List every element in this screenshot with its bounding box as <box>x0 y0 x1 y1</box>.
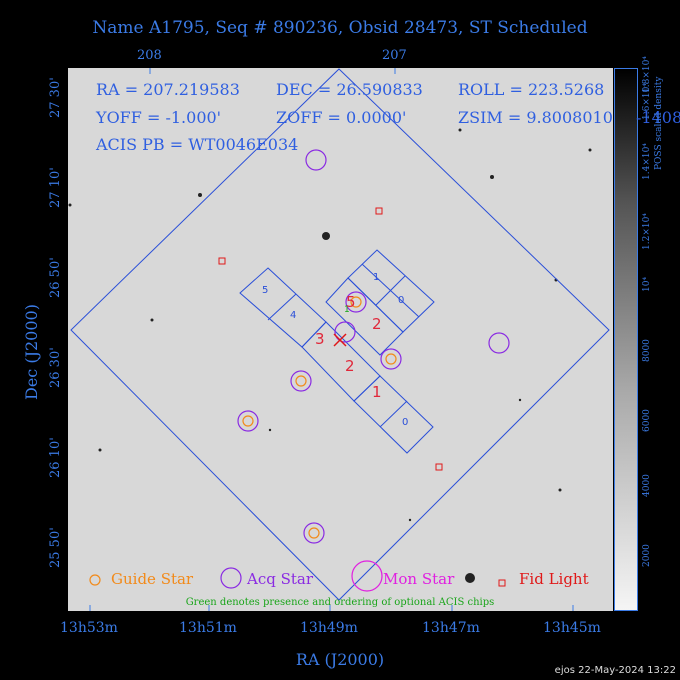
timestamp: ejos 22-May-2024 13:22 <box>554 665 676 676</box>
zsim-readout: ZSIM = 9.8008010 <box>458 108 613 127</box>
dec-tick-label: 27 30' <box>48 77 63 118</box>
ra-tick-label: 13h47m <box>422 620 480 636</box>
optional-chip-marker: 1 <box>344 305 350 315</box>
ra-readout: RA = 207.219583 <box>96 80 240 99</box>
acis-chips <box>239 249 435 454</box>
top-tick-label: 207 <box>382 48 407 63</box>
mon-star-legend-icon <box>351 560 383 592</box>
chip-label: 0 <box>402 417 408 428</box>
colorbar-tick: 2000 <box>642 544 652 567</box>
acis-readout: ACIS PB = WT0046E034 <box>96 135 299 154</box>
aimpoint-cross <box>333 333 347 347</box>
yoff-readout: YOFF = -1.000' <box>96 108 222 127</box>
legend-fid-light: Fid Light <box>519 570 589 588</box>
legend-mon-star: Mon Star <box>383 570 455 588</box>
acq-stars <box>237 149 510 544</box>
dec-readout: DEC = 26.590833 <box>276 80 423 99</box>
chip-label: 0 <box>398 295 404 306</box>
zsim-overflow: -1408 <box>636 108 680 127</box>
colorbar-tick: 8000 <box>642 339 652 362</box>
guide-star-legend-icon <box>89 574 101 586</box>
dec-tick-label: 26 50' <box>48 257 63 298</box>
legend-acq-star: Acq Star <box>247 570 314 588</box>
colorbar-tick: 1.8×10⁴ <box>642 56 652 93</box>
ra-tick-label: 13h49m <box>300 620 358 636</box>
dec-tick-label: 25 50' <box>48 527 63 568</box>
dec-tick-label: 27 10' <box>48 167 63 208</box>
colorbar-tick: 6000 <box>642 409 652 432</box>
colorbar <box>614 68 638 611</box>
fid-light-marker <box>435 463 443 471</box>
optional-chips-note: Green denotes presence and ordering of o… <box>185 597 495 608</box>
fid-light-legend-icon <box>498 579 506 587</box>
fid-light-marker <box>375 207 383 215</box>
colorbar-tick: 1.2×10⁴ <box>642 213 652 250</box>
chart-title: Name A1795, Seq # 890236, Obsid 28473, S… <box>92 18 588 38</box>
chip-label: 5 <box>262 285 268 296</box>
colorbar-tick: 4000 <box>642 474 652 497</box>
ra-tick-label: 13h45m <box>543 620 601 636</box>
roll-readout: ROLL = 223.5268 <box>458 80 605 99</box>
fid-light-marker <box>218 257 226 265</box>
colorbar-tick: 10⁴ <box>642 276 652 292</box>
dec-tick-label: 26 30' <box>48 347 63 388</box>
top-tick-label: 208 <box>137 48 162 63</box>
colorbar-title: POSS scaled density <box>654 76 664 170</box>
acq-star-legend-icon <box>220 567 242 589</box>
colorbar-tick: 1.4×10⁴ <box>642 143 652 180</box>
x-axis-label: RA (J2000) <box>295 650 385 669</box>
ra-tick-label: 13h53m <box>60 620 118 636</box>
ra-tick-label: 13h51m <box>179 620 237 636</box>
guide-stars <box>242 296 397 539</box>
chip-label-red: 3 <box>315 330 325 348</box>
background-stars <box>68 128 592 583</box>
chip-label-red: 2 <box>372 315 382 333</box>
chip-label: 4 <box>290 310 296 321</box>
y-axis-label: Dec (J2000) <box>22 304 41 400</box>
chip-label: 1 <box>373 272 379 283</box>
field-of-view-outline <box>70 68 610 601</box>
dec-tick-label: 26 10' <box>48 437 63 478</box>
legend-guide-star: Guide Star <box>111 570 194 588</box>
chip-label-red: 2 <box>345 357 355 375</box>
zoff-readout: ZOFF = 0.0000' <box>276 108 407 127</box>
chip-label-red: 5 <box>346 293 356 311</box>
chip-label-red: 1 <box>372 383 382 401</box>
